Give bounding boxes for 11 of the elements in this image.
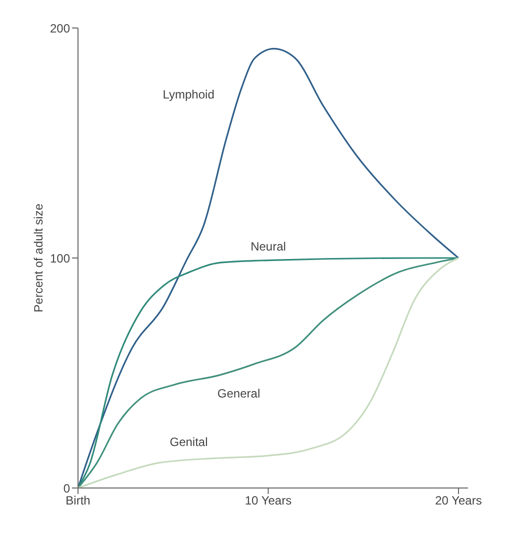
series-label: Lymphoid [162,87,214,102]
x-tick-label: 10 Years [244,494,292,508]
y-tick-label: 0 [63,481,70,496]
x-tick-label: 20 Years [435,494,482,508]
series-label: General [217,386,260,400]
y-tick-label: 100 [50,251,70,266]
y-axis-title: Percent of adult size [31,203,46,312]
y-tick-label: 200 [50,21,70,36]
series-label: Neural [250,239,286,254]
series-label: Genital [170,435,208,450]
x-tick-label: Birth [66,494,90,508]
